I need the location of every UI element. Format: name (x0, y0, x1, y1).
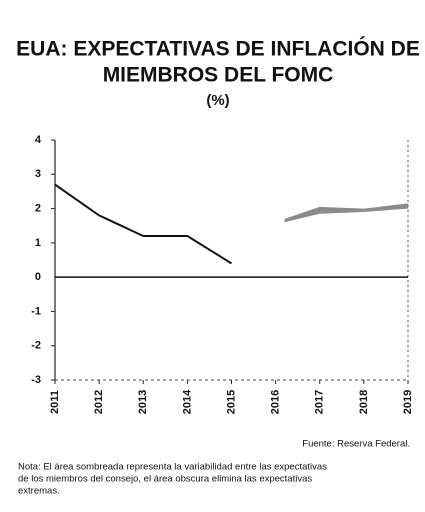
y-tick-label: 3 (35, 168, 41, 180)
x-tick-label: 2015 (225, 390, 237, 414)
note: extremas. (18, 486, 60, 497)
y-tick-label: -2 (31, 340, 41, 352)
x-tick-label: 2011 (49, 390, 61, 414)
note: de los miembros del consejo, el área obs… (18, 474, 312, 485)
y-tick-label: -1 (31, 305, 41, 317)
chart-title: MIEMBROS DEL FOMC (103, 64, 334, 87)
x-tick-label: 2012 (93, 390, 105, 414)
y-tick-label: 4 (35, 134, 42, 146)
line (54, 183, 233, 265)
y-tick-label: -3 (31, 374, 41, 386)
chart-subtitle: (%) (206, 92, 229, 109)
x-tick-label: 2014 (181, 389, 193, 414)
band (284, 203, 408, 223)
chart-title: EUA: EXPECTATIVAS DE INFLACIÓN DE (16, 37, 420, 61)
x-tick-label: 2019 (402, 390, 414, 414)
x-tick-label: 2016 (270, 390, 282, 414)
y-tick-label: 1 (35, 237, 41, 249)
note: Nota: El área sombreada representa la va… (18, 462, 327, 473)
y-tick-label: 0 (35, 271, 41, 283)
source: Fuente: Reserva Federal. (302, 439, 410, 450)
y-tick-label: 2 (35, 202, 41, 214)
x-tick-label: 2018 (358, 390, 370, 414)
x-tick-label: 2017 (314, 390, 326, 414)
x-tick-label: 2013 (137, 390, 149, 414)
